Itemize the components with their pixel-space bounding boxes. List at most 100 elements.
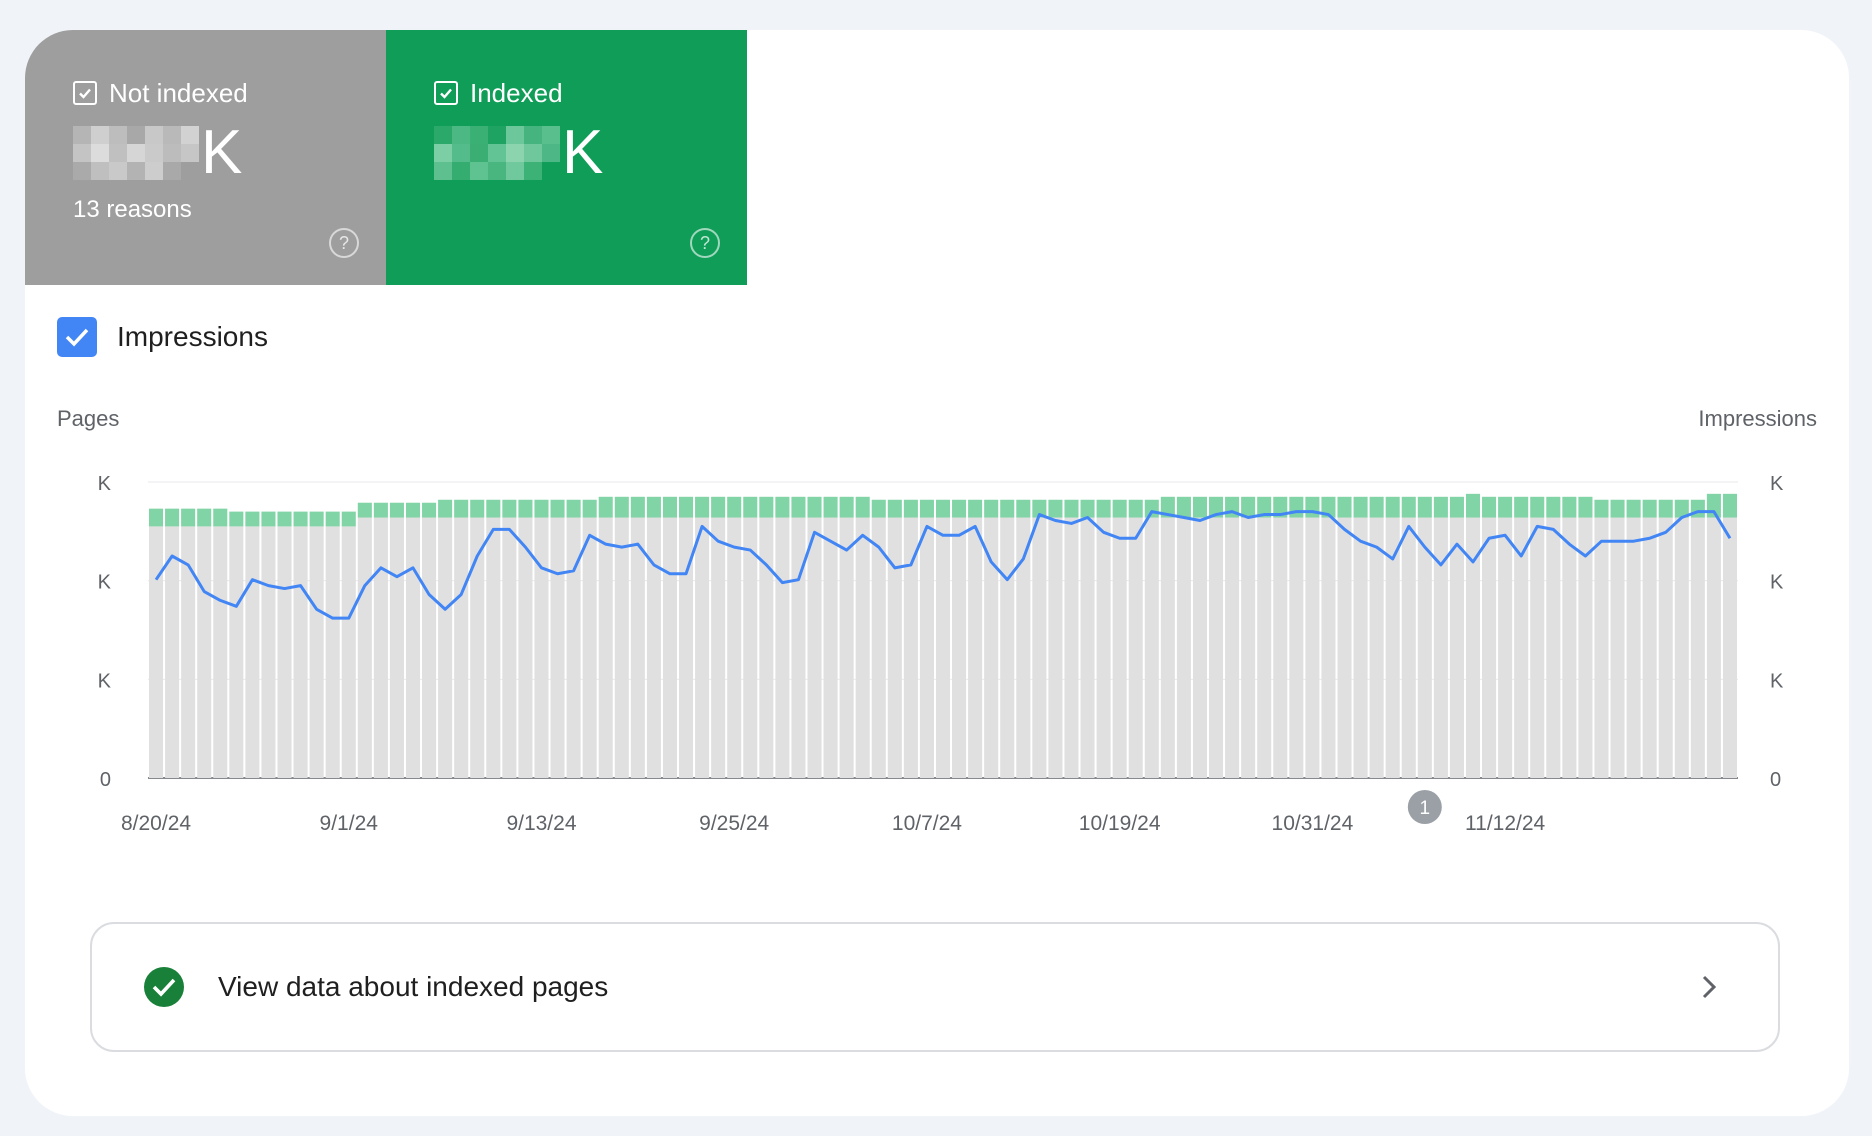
indexed-bar [502,499,517,518]
indexed-bar [1305,496,1320,518]
indexed-bar [1530,496,1545,518]
not-indexed-bar [1112,517,1127,778]
not-indexed-bar [1353,517,1368,778]
indexed-bar [550,499,565,518]
not-indexed-bar [1465,517,1481,778]
not-indexed-bar [887,517,902,778]
left-axis-title: Pages [57,406,120,431]
left-tick-label: K [98,572,112,594]
indexed-bar [968,499,983,518]
not-indexed-bar [1321,517,1336,778]
not-indexed-bar [1225,517,1240,778]
not-indexed-bar [1417,517,1432,778]
not-indexed-bar [839,517,854,778]
indexed-bar [470,499,485,518]
indexed-bar [293,511,308,527]
not-indexed-tile[interactable]: Not indexed K 13 reasons ? [25,30,386,285]
indexed-bar [1176,496,1191,518]
not-indexed-checkbox-icon[interactable] [73,81,97,105]
indexed-bar [1610,499,1625,518]
indexed-bar [1241,496,1256,518]
not-indexed-bar [229,526,244,778]
indexed-bar [1385,496,1400,518]
indexed-value-suffix: K [562,118,604,187]
left-tick-label: K [98,670,112,692]
indexed-bar [984,499,999,518]
not-indexed-bar [1096,517,1111,778]
not-indexed-bar [1160,517,1175,778]
not-indexed-bar [1080,517,1095,778]
indexed-bar [1048,499,1063,518]
indexed-bar [727,496,742,518]
not-indexed-bar [470,517,485,778]
not-indexed-bar [1722,517,1737,778]
not-indexed-bar [534,517,549,778]
indexed-bar [405,502,421,518]
index-coverage-card: Not indexed K 13 reasons ? Indexed [25,30,1849,1116]
indexed-bar [341,511,356,527]
not-indexed-bar [325,526,340,778]
not-indexed-bar [582,517,597,778]
not-indexed-bar [149,526,164,778]
indexed-bar [1273,496,1288,518]
indexed-checkbox-icon[interactable] [434,81,458,105]
indexed-bar [181,508,196,527]
not-indexed-bar [1192,517,1207,778]
indexed-bar [309,511,324,527]
indexed-bar [791,496,806,518]
redacted-value-icon [73,126,199,180]
indexed-bar [197,508,212,527]
check-circle-icon [144,967,184,1007]
indexed-bar [952,499,967,518]
not-indexed-help-icon[interactable]: ? [329,228,359,258]
indexed-bar [887,499,902,518]
indexed-tile[interactable]: Indexed K ? [386,30,747,285]
not-indexed-label: Not indexed [109,78,248,108]
indexed-bar [534,499,549,518]
x-tick-label: 10/19/24 [1079,812,1161,835]
indexed-bar [1369,496,1384,518]
indexed-bar [1562,496,1577,518]
not-indexed-bar [1032,517,1047,778]
indexed-bar [357,502,372,518]
x-tick-label: 8/20/24 [121,812,191,835]
indexed-bar [261,511,276,527]
indexed-bar [1353,496,1368,518]
indexed-bar [839,496,854,518]
indexed-bar [630,496,645,518]
not-indexed-bar [1273,517,1288,778]
not-indexed-reasons: 13 reasons [73,196,192,223]
indexed-bar [1337,496,1352,518]
indexed-bar [1209,496,1224,518]
not-indexed-bar [502,517,517,778]
not-indexed-bar [1016,517,1031,778]
not-indexed-bar [1176,517,1191,778]
right-tick-label: K [1770,473,1784,495]
view-indexed-pages-link[interactable]: View data about indexed pages [90,922,1780,1052]
not-indexed-bar [1209,517,1224,778]
not-indexed-bar [1433,517,1448,778]
indexed-bar [566,499,581,518]
pages-impressions-chart[interactable]: K K K K K K 0 0 8/20/24 9/1/24 9/13/24 9/25/24 10/7/… [25,430,1849,860]
impressions-label: Impressions [117,321,268,352]
indexed-bar [598,496,613,518]
not-indexed-bar [1401,517,1416,778]
not-indexed-bar [1369,517,1384,778]
indexed-bar [422,502,437,518]
not-indexed-bar [181,526,196,778]
indexed-bar [646,496,661,518]
impressions-checkbox-icon[interactable] [57,317,97,357]
not-indexed-bar [1610,517,1625,778]
impressions-toggle[interactable]: Impressions [57,317,268,357]
not-indexed-bar [1674,517,1689,778]
indexed-bar [486,499,501,518]
not-indexed-bar [903,517,918,778]
annotation-marker [1407,790,1442,824]
indexed-help-icon[interactable]: ? [690,228,720,258]
indexed-bar [1096,499,1111,518]
indexed-bar [695,496,710,518]
left-tick-label: K [98,473,112,495]
not-indexed-bar [405,517,421,778]
indexed-bar [1401,496,1416,518]
not-indexed-bar [1337,517,1352,778]
